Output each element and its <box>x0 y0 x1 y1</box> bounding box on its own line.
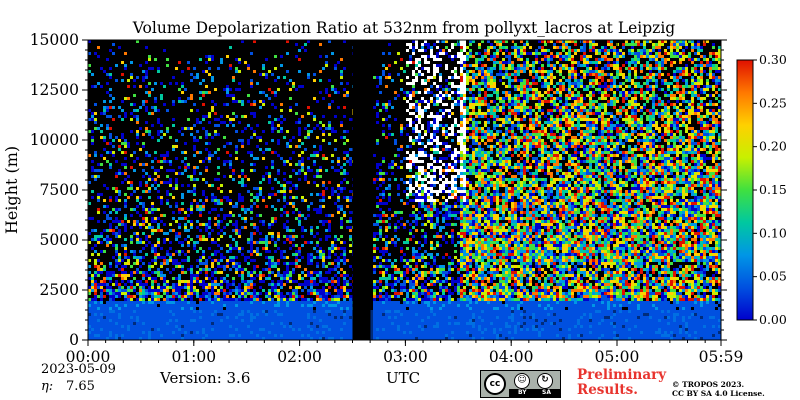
share-alike-icon: ↻ <box>537 373 553 389</box>
colorbar-gradient <box>736 59 754 321</box>
date-label: 2023-05-09 <box>41 362 116 377</box>
x-tick-label: 04:00 <box>489 348 534 366</box>
y-tick-label: 0 <box>69 331 79 349</box>
colorbar-tick-label: 0.20 <box>759 139 787 154</box>
x-tick-label: 05:00 <box>595 348 640 366</box>
cc-sa-label: SA <box>542 389 551 396</box>
copyright-line-2: CC BY SA 4.0 License. <box>672 389 765 398</box>
copyright-line-1: © TROPOS 2023. <box>672 380 745 389</box>
preliminary-notice: Preliminary Results. <box>577 368 666 398</box>
y-tick-label: 15000 <box>30 31 79 49</box>
no-signal-gap <box>352 40 371 340</box>
x-tick-label: 05:59 <box>699 348 744 366</box>
x-tick-label: 03:00 <box>383 348 428 366</box>
cc-icon: cc <box>484 373 506 395</box>
preliminary-line-2: Results. <box>577 382 638 398</box>
x-tick-label: 02:00 <box>277 348 322 366</box>
near-surface-layer <box>88 310 721 340</box>
y-tick-label: 2500 <box>40 281 79 299</box>
copyright-notice: © TROPOS 2023. CC BY SA 4.0 License. <box>672 380 765 398</box>
y-tick-label: 12500 <box>30 81 79 99</box>
eta-value: 7.65 <box>66 379 95 394</box>
x-axis: 00:00 01:00 02:00 03:00 04:00 05:00 05:59 <box>66 40 744 366</box>
x-tick-label: 00:00 <box>66 348 111 366</box>
y-axis: 0 2500 5000 7500 10000 12500 15000 <box>30 31 727 349</box>
heatmap-area <box>88 40 721 340</box>
colorbar-tick-label: 0.25 <box>759 95 787 110</box>
version-label: Version: 3.6 <box>160 369 251 387</box>
preliminary-line-1: Preliminary <box>577 367 667 383</box>
colorbar-tick-label: 0.00 <box>759 312 787 327</box>
colorbar: 0.00 0.05 0.10 0.15 0.20 0.25 0.30 <box>736 52 787 327</box>
colorbar-tick-label: 0.30 <box>759 52 787 67</box>
y-axis-label: Height (m) <box>2 146 21 234</box>
cc-by-label: BY <box>518 389 527 396</box>
x-tick-label: 01:00 <box>171 348 216 366</box>
y-tick-label: 7500 <box>40 181 79 199</box>
eta-label: η: <box>41 379 54 394</box>
x-axis-label: UTC <box>386 369 421 387</box>
colorbar-tick-label: 0.10 <box>759 225 787 240</box>
colorbar-tick-label: 0.15 <box>759 182 787 197</box>
person-icon: ☺ <box>514 373 530 389</box>
chart-title: Volume Depolarization Ratio at 532nm fro… <box>132 19 676 37</box>
colorbar-tick-label: 0.05 <box>759 269 787 284</box>
y-tick-label: 5000 <box>40 231 79 249</box>
cc-license-badge: cc ☺ ↻ BY SA <box>480 370 561 398</box>
cc-strip: BY SA <box>509 389 561 397</box>
y-tick-label: 10000 <box>30 131 79 149</box>
